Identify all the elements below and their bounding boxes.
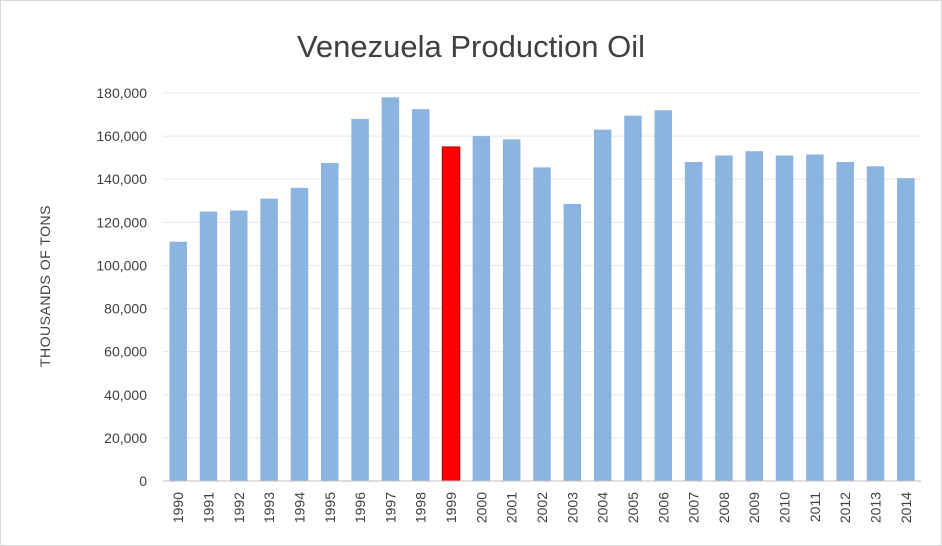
x-tick-label: 2000 [473,492,489,523]
bar-1990 [169,241,187,481]
y-tick-label: 0 [139,473,147,489]
x-tick-label: 1999 [443,492,459,523]
bar-2001 [502,139,521,481]
x-tick-label: 2008 [716,492,732,523]
bar-2003 [563,204,582,481]
bar-1998 [411,109,430,482]
bar-1997 [381,97,400,481]
x-tick-label: 1992 [231,492,247,523]
bars [169,97,915,482]
x-tick-label: 2009 [746,492,762,523]
x-tick-label: 2013 [868,492,884,523]
bar-1991 [199,211,218,481]
bar-2014 [897,178,915,481]
x-tick-label: 1998 [413,492,429,523]
chart-title: Venezuela Production Oil [297,29,645,64]
x-tick-label: 2011 [807,492,823,522]
bar-2008 [715,155,733,481]
bar-2002 [533,167,551,481]
y-tick-label: 100,000 [96,257,147,273]
bar-2011 [806,154,824,481]
y-tick-label: 60,000 [104,344,147,360]
bar-2006 [654,110,673,482]
bar-2004 [593,129,612,481]
x-tick-label: 2014 [898,492,914,523]
x-tick-label: 1995 [322,492,338,523]
bar-1994 [290,187,309,481]
y-tick-label: 180,000 [96,85,147,101]
y-tick-label: 20,000 [104,430,147,446]
bar-1993 [260,198,278,481]
x-tick-label: 1996 [352,492,368,523]
x-tick-label: 2007 [686,492,702,523]
bar-2013 [866,166,885,482]
bar-2007 [684,161,703,482]
x-tick-label: 2001 [504,492,520,523]
x-tick-label: 1991 [200,492,216,523]
y-tick-label: 160,000 [96,128,147,144]
y-tick-labels: 0 20,000 40,000 60,000 80,000 100,000 120,000 1… [96,85,147,489]
bar-1996 [351,118,369,482]
y-axis-label: THOUSANDS OF TONS [37,205,53,367]
bar-2010 [775,155,794,481]
bar-2005 [624,115,642,481]
x-tick-label: 1990 [170,492,186,523]
y-tick-label: 140,000 [96,171,147,187]
x-tick-label: 2010 [777,492,793,523]
bar-2000 [472,136,491,482]
bar-2012 [836,161,854,482]
x-tick-label: 2004 [595,492,611,523]
bar-1992 [230,210,248,482]
y-tick-label: 40,000 [104,387,147,403]
x-tick-label: 2002 [534,492,550,523]
bar-1999 [441,146,461,482]
x-tick-label: 1997 [382,492,398,523]
y-tick-label: 120,000 [96,214,147,230]
x-tick-label: 1993 [261,492,277,523]
x-tick-label: 2003 [564,492,580,523]
x-tick-label: 2005 [625,492,641,523]
x-tick-label: 2006 [655,492,671,523]
y-tick-label: 80,000 [104,301,147,317]
bar-1995 [321,163,339,481]
bar-2009 [745,151,763,481]
x-tick-label: 2012 [837,492,853,523]
x-tick-label: 1994 [291,492,307,523]
x-tick-labels: 1990 1991 1992 1993 1994 1995 1996 1997 1998 1999… [170,492,914,523]
